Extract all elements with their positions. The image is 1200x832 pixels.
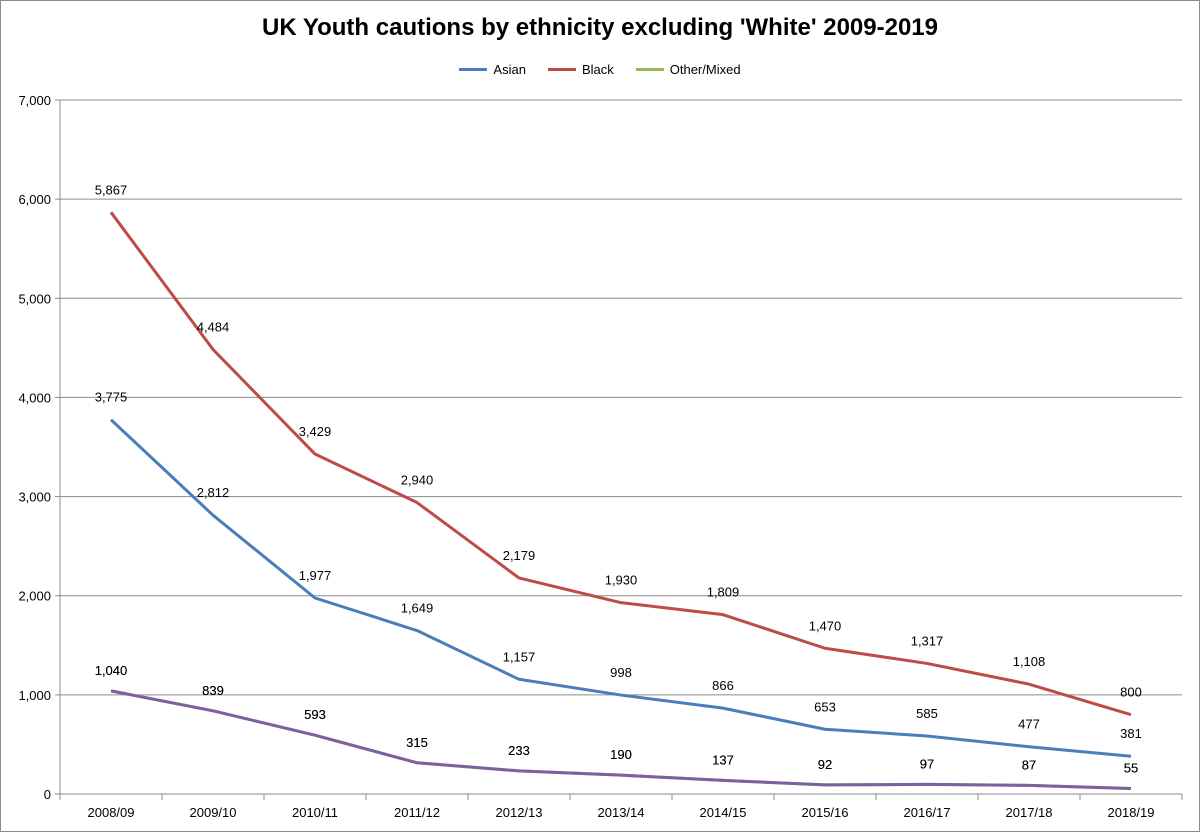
legend-label-other-mixed: Other/Mixed: [669, 62, 741, 77]
data-label-series-2: 97: [920, 756, 934, 771]
data-label-series-1: 5,867: [95, 182, 128, 197]
x-tick-label: 2011/12: [394, 805, 440, 820]
data-label-series-3: 190: [610, 747, 632, 762]
data-label-series-1: 2,179: [503, 548, 536, 563]
data-label-series-3: 137: [712, 752, 734, 767]
x-tick-label: 2010/11: [292, 805, 338, 820]
data-label-series-1: 4,484: [197, 319, 230, 334]
data-label-series-0: 1,649: [401, 601, 434, 616]
y-tick-label: 0: [44, 787, 51, 802]
data-label-series-2: 315: [406, 735, 428, 750]
data-label-series-3: 87: [1022, 757, 1036, 772]
data-label-series-2: 233: [508, 743, 530, 758]
data-label-series-2: 839: [202, 683, 224, 698]
data-label-series-0: 866: [712, 678, 734, 693]
data-label-series-2: 1,040: [95, 663, 128, 678]
legend-item-black: Black: [547, 62, 614, 77]
x-tick-label: 2012/13: [496, 805, 543, 820]
x-tick-label: 2014/15: [700, 805, 747, 820]
data-label-series-1: 1,470: [809, 618, 842, 633]
data-label-series-0: 2,812: [197, 485, 230, 500]
data-label-series-1: 1,317: [911, 633, 944, 648]
data-label-series-2: 92: [818, 757, 832, 772]
legend-label-asian: Asian: [493, 62, 526, 77]
y-tick-label: 4,000: [18, 390, 51, 405]
data-label-series-3: 315: [406, 735, 428, 750]
data-label-series-1: 1,930: [605, 573, 638, 588]
x-tick-label: 2018/19: [1108, 805, 1155, 820]
y-tick-label: 6,000: [18, 192, 51, 207]
data-label-series-2: 55: [1124, 761, 1138, 776]
data-label-series-1: 3,429: [299, 424, 332, 439]
data-label-series-1: 800: [1120, 685, 1142, 700]
data-label-series-3: 92: [818, 757, 832, 772]
legend-swatch-asian: [459, 68, 488, 71]
series-line-3: [110, 689, 1132, 791]
y-tick-label: 1,000: [18, 688, 51, 703]
data-label-series-3: 97: [920, 756, 934, 771]
chart-legend: Asian Black Other/Mixed: [0, 62, 1200, 77]
data-label-series-3: 839: [202, 683, 224, 698]
y-tick-label: 2,000: [18, 589, 51, 604]
legend-swatch-black: [547, 68, 576, 71]
x-tick-label: 2017/18: [1006, 805, 1053, 820]
x-tick-label: 2008/09: [88, 805, 135, 820]
series-line-1: [109, 211, 1132, 717]
x-tick-label: 2009/10: [190, 805, 237, 820]
data-label-series-0: 477: [1018, 717, 1040, 732]
y-tick-label: 5,000: [18, 291, 51, 306]
data-label-series-0: 585: [916, 706, 938, 721]
data-label-series-3: 1,040: [95, 663, 128, 678]
legend-item-asian: Asian: [459, 62, 526, 77]
data-label-series-2: 87: [1022, 757, 1036, 772]
data-label-series-1: 1,809: [707, 585, 740, 600]
x-tick-label: 2015/16: [802, 805, 849, 820]
x-tick-label: 2016/17: [904, 805, 951, 820]
chart-title: UK Youth cautions by ethnicity excluding…: [261, 14, 938, 41]
data-label-series-3: 55: [1124, 761, 1138, 776]
data-label-series-2: 190: [610, 747, 632, 762]
series-line-0: [109, 418, 1132, 758]
data-label-series-3: 593: [304, 707, 326, 722]
data-label-series-2: 593: [304, 707, 326, 722]
data-label-series-0: 381: [1120, 726, 1142, 741]
legend-label-black: Black: [581, 62, 614, 77]
data-label-series-0: 3,775: [95, 390, 128, 405]
data-label-series-1: 2,940: [401, 473, 434, 488]
data-label-series-2: 137: [712, 752, 734, 767]
data-label-series-0: 1,977: [299, 568, 332, 583]
data-label-series-3: 233: [508, 743, 530, 758]
data-label-series-1: 1,108: [1013, 654, 1046, 669]
legend-item-other-mixed: Other/Mixed: [635, 62, 741, 77]
x-tick-label: 2013/14: [598, 805, 645, 820]
y-tick-label: 3,000: [18, 490, 51, 505]
legend-swatch-other-mixed: [635, 68, 664, 71]
y-tick-label: 7,000: [18, 93, 51, 108]
data-label-series-0: 653: [814, 699, 836, 714]
data-label-series-0: 1,157: [503, 649, 536, 664]
data-label-series-0: 998: [610, 665, 632, 680]
